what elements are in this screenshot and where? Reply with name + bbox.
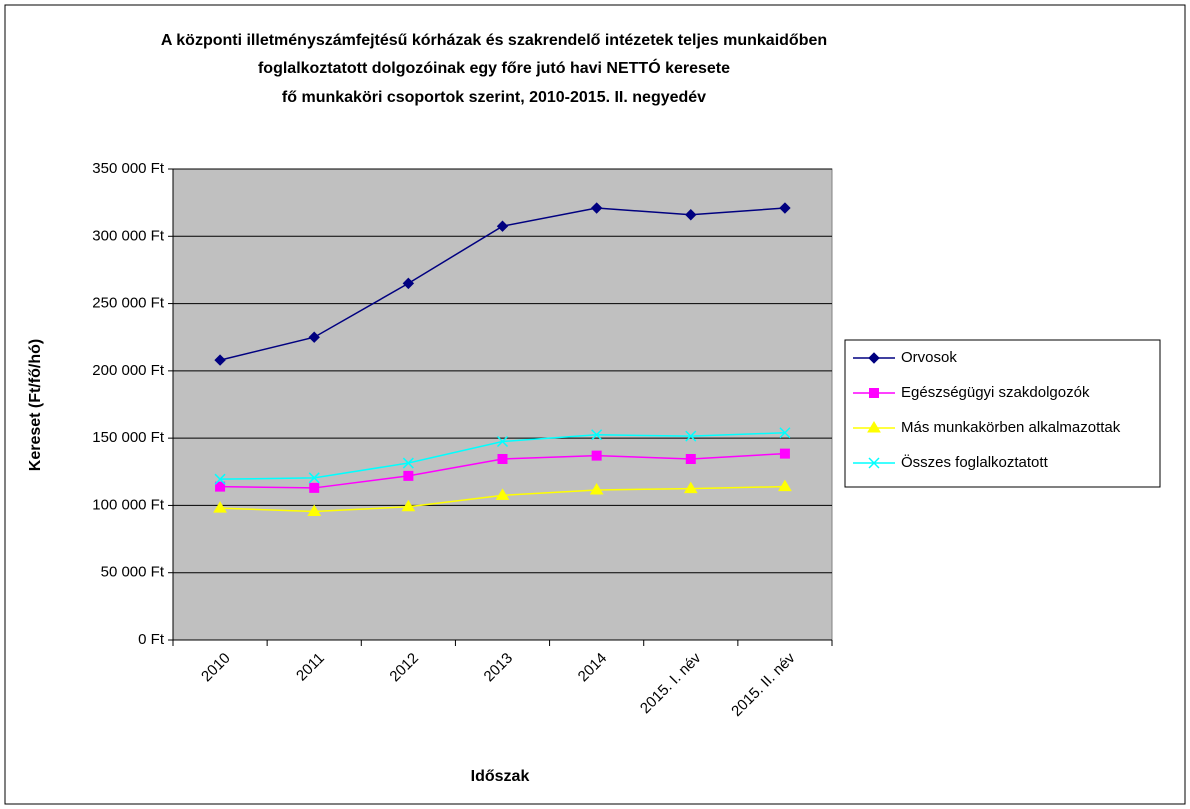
marker: [213, 501, 227, 513]
legend-label: Orvosok: [901, 349, 957, 366]
marker: [308, 472, 320, 484]
x-axis-label: Időszak: [471, 768, 530, 785]
marker: [779, 427, 791, 439]
marker: [591, 429, 603, 441]
marker: [685, 209, 697, 221]
marker: [402, 457, 414, 469]
marker: [214, 473, 226, 485]
chart-title: fő munkaköri csoportok szerint, 2010-201…: [282, 89, 706, 106]
y-tick-label: 150 000 Ft: [92, 429, 165, 446]
marker: [869, 388, 879, 398]
y-tick-label: 50 000 Ft: [101, 564, 165, 581]
chart-title: A központi illetményszámfejtésű kórházak…: [161, 32, 827, 49]
marker: [868, 457, 880, 469]
y-axis-label: Kereset (Ft/fő/hó): [27, 339, 44, 471]
legend-label: Egészségügyi szakdolgozók: [901, 384, 1090, 401]
y-tick-label: 200 000 Ft: [92, 362, 165, 379]
y-tick-label: 350 000 Ft: [92, 160, 165, 177]
marker: [683, 481, 698, 494]
marker: [779, 202, 791, 214]
marker: [685, 430, 697, 442]
marker: [685, 454, 696, 465]
legend-box: [844, 339, 1161, 488]
y-tick-label: 0 Ft: [138, 631, 165, 648]
marker: [307, 504, 322, 516]
legend-label: Összes foglalkoztatott: [901, 453, 1049, 471]
marker: [779, 448, 790, 459]
legend-label: Más munkakörben alkalmazottak: [901, 419, 1121, 436]
chart-title: foglalkoztatott dolgozóinak egy főre jut…: [258, 58, 730, 77]
marker: [495, 488, 510, 500]
marker: [497, 454, 508, 465]
marker: [215, 481, 226, 492]
marker: [496, 220, 509, 232]
marker: [403, 470, 414, 481]
marker: [308, 331, 320, 343]
marker: [401, 499, 416, 512]
marker: [778, 479, 792, 492]
marker: [496, 435, 509, 448]
y-tick-label: 300 000 Ft: [92, 227, 165, 244]
marker: [590, 202, 603, 214]
marker: [867, 421, 881, 433]
marker: [214, 354, 226, 366]
marker: [402, 277, 415, 290]
marker: [591, 450, 602, 461]
marker: [589, 482, 604, 495]
y-tick-label: 100 000 Ft: [92, 496, 165, 513]
marker: [868, 352, 880, 364]
marker: [309, 482, 320, 493]
plot-area: [172, 168, 833, 641]
y-tick-label: 250 000 Ft: [92, 295, 165, 312]
